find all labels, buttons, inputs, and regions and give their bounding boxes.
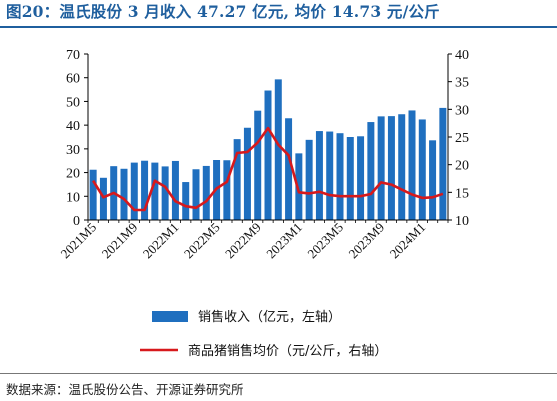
bar-2022M3	[192, 169, 200, 220]
x-tick-label: 2021M9	[99, 220, 141, 262]
bar-2021M9	[130, 162, 138, 220]
source-rule	[0, 373, 557, 374]
left-tick-label: 10	[66, 190, 80, 205]
bar-2022M11	[274, 79, 282, 220]
left-tick-label: 20	[66, 167, 80, 182]
bar-2023M7	[357, 136, 365, 220]
bar-2023M4	[326, 131, 334, 220]
legend-line-label: 商品猪销售均价（元/公斤，右轴）	[188, 343, 387, 359]
bar-2022M1	[171, 160, 179, 220]
bar-2023M9	[377, 116, 385, 220]
bar-2021M8	[120, 168, 128, 220]
bar-2021M6	[99, 177, 107, 220]
bar-2023M5	[336, 133, 344, 220]
price-line	[91, 126, 444, 212]
title-rule	[0, 26, 557, 28]
bar-2023M8	[367, 122, 375, 220]
left-tick-label: 70	[66, 48, 80, 63]
x-tick-label: 2022M5	[181, 220, 223, 262]
line-layer	[91, 126, 444, 212]
left-tick-label: 50	[66, 95, 80, 110]
legend: 销售收入（亿元，左轴） 商品猪销售均价（元/公斤，右轴）	[140, 309, 387, 359]
left-tick-label: 0	[73, 214, 80, 229]
right-tick-label: 15	[455, 186, 469, 201]
right-tick-label: 35	[455, 76, 469, 91]
bar-2022M4	[202, 165, 210, 220]
x-tick-label: 2023M1	[263, 220, 305, 262]
bar-2021M10	[141, 160, 149, 220]
legend-bar-label: 销售收入（亿元，左轴）	[198, 309, 341, 325]
source-note: 数据来源：温氏股份公告、开源证券研究所	[6, 382, 244, 397]
left-tick-label: 40	[66, 119, 80, 134]
bars-layer	[89, 79, 447, 221]
bar-2022M12	[285, 118, 293, 220]
bar-2022M2	[182, 182, 190, 220]
bar-2022M6	[223, 160, 231, 220]
legend-bar-swatch	[152, 311, 188, 322]
x-tick-label: 2024M1	[387, 220, 429, 262]
left-tick-label: 30	[66, 143, 80, 158]
left-tick-label: 60	[66, 72, 80, 87]
x-tick-label: 2023M5	[304, 220, 346, 262]
x-tick-label: 2022M9	[222, 220, 264, 262]
bar-2022M10	[264, 90, 272, 221]
x-tick-label: 2022M1	[140, 220, 182, 262]
x-tick-label: 2023M9	[346, 220, 388, 262]
bar-2024M3	[439, 107, 447, 220]
right-tick-label: 25	[455, 131, 469, 146]
bar-2024M1	[418, 119, 426, 220]
bar-2023M2	[305, 139, 313, 220]
right-tick-label: 30	[455, 103, 469, 118]
bar-2024M2	[429, 140, 437, 220]
figure-title: 图20：温氏股份 3 月收入 47.27 亿元, 均价 14.73 元/公斤	[6, 2, 440, 21]
right-tick-label: 40	[455, 48, 469, 63]
bar-2021M12	[161, 166, 169, 220]
bar-2023M11	[398, 114, 406, 220]
bar-2022M8	[243, 127, 251, 220]
right-tick-label: 20	[455, 159, 469, 174]
bar-2021M11	[151, 162, 159, 220]
bar-2023M1	[295, 153, 303, 220]
bar-2023M12	[408, 110, 416, 220]
bar-2022M9	[254, 110, 262, 220]
bar-2022M7	[233, 139, 241, 220]
bar-2023M6	[346, 137, 354, 220]
bar-2021M5	[89, 169, 97, 220]
bar-2023M3	[315, 131, 323, 220]
bar-2023M10	[387, 116, 395, 220]
right-tick-label: 10	[455, 214, 469, 229]
